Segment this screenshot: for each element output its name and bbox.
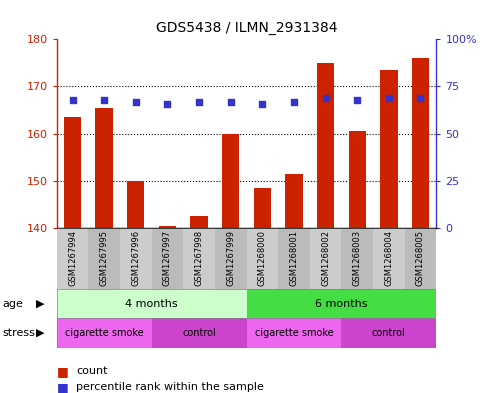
Point bbox=[164, 101, 172, 108]
Bar bbox=[152, 228, 183, 289]
Bar bbox=[152, 318, 246, 348]
Point bbox=[69, 97, 76, 103]
Text: control: control bbox=[182, 328, 216, 338]
Point bbox=[417, 95, 424, 101]
Bar bbox=[246, 318, 341, 348]
Point bbox=[100, 97, 108, 103]
Point bbox=[132, 98, 140, 105]
Bar bbox=[215, 228, 246, 289]
Point bbox=[353, 97, 361, 103]
Bar bbox=[246, 289, 436, 318]
Text: age: age bbox=[2, 299, 23, 309]
Text: GSM1268000: GSM1268000 bbox=[258, 230, 267, 286]
Bar bbox=[317, 63, 334, 228]
Bar bbox=[127, 181, 144, 228]
Text: GSM1268004: GSM1268004 bbox=[385, 230, 393, 286]
Point bbox=[290, 98, 298, 105]
Bar bbox=[57, 228, 88, 289]
Bar bbox=[64, 117, 81, 228]
Point bbox=[227, 98, 235, 105]
Bar bbox=[183, 228, 215, 289]
Text: GSM1267998: GSM1267998 bbox=[195, 230, 204, 286]
Text: GSM1267997: GSM1267997 bbox=[163, 230, 172, 286]
Bar bbox=[405, 228, 436, 289]
Text: GSM1268003: GSM1268003 bbox=[352, 230, 362, 286]
Point bbox=[195, 98, 203, 105]
Text: stress: stress bbox=[2, 328, 35, 338]
Bar bbox=[190, 216, 208, 228]
Text: 6 months: 6 months bbox=[315, 299, 368, 309]
Text: ■: ■ bbox=[57, 380, 69, 393]
Bar bbox=[222, 134, 240, 228]
Point bbox=[321, 95, 329, 101]
Text: GSM1267995: GSM1267995 bbox=[100, 230, 108, 286]
Text: GSM1268002: GSM1268002 bbox=[321, 230, 330, 286]
Bar bbox=[341, 318, 436, 348]
Text: ▶: ▶ bbox=[35, 328, 44, 338]
Text: 4 months: 4 months bbox=[125, 299, 178, 309]
Bar bbox=[278, 228, 310, 289]
Bar bbox=[120, 228, 152, 289]
Bar bbox=[246, 228, 278, 289]
Bar bbox=[285, 174, 303, 228]
Text: ▶: ▶ bbox=[35, 299, 44, 309]
Bar bbox=[373, 228, 405, 289]
Bar bbox=[57, 289, 246, 318]
Bar bbox=[380, 70, 397, 228]
Bar bbox=[310, 228, 341, 289]
Text: count: count bbox=[76, 366, 108, 376]
Point bbox=[258, 101, 266, 108]
Text: cigarette smoke: cigarette smoke bbox=[255, 328, 333, 338]
Text: GSM1267996: GSM1267996 bbox=[131, 230, 141, 286]
Bar bbox=[96, 108, 113, 228]
Title: GDS5438 / ILMN_2931384: GDS5438 / ILMN_2931384 bbox=[156, 22, 337, 35]
Text: cigarette smoke: cigarette smoke bbox=[65, 328, 143, 338]
Bar bbox=[341, 228, 373, 289]
Text: percentile rank within the sample: percentile rank within the sample bbox=[76, 382, 264, 392]
Text: GSM1268005: GSM1268005 bbox=[416, 230, 425, 286]
Point bbox=[385, 95, 393, 101]
Bar bbox=[349, 131, 366, 228]
Bar bbox=[88, 228, 120, 289]
Bar bbox=[412, 58, 429, 228]
Text: control: control bbox=[372, 328, 406, 338]
Text: GSM1267994: GSM1267994 bbox=[68, 230, 77, 286]
Text: GSM1268001: GSM1268001 bbox=[289, 230, 298, 286]
Bar bbox=[253, 188, 271, 228]
Text: ■: ■ bbox=[57, 365, 69, 378]
Bar bbox=[159, 226, 176, 228]
Text: GSM1267999: GSM1267999 bbox=[226, 230, 235, 286]
Bar bbox=[57, 318, 152, 348]
